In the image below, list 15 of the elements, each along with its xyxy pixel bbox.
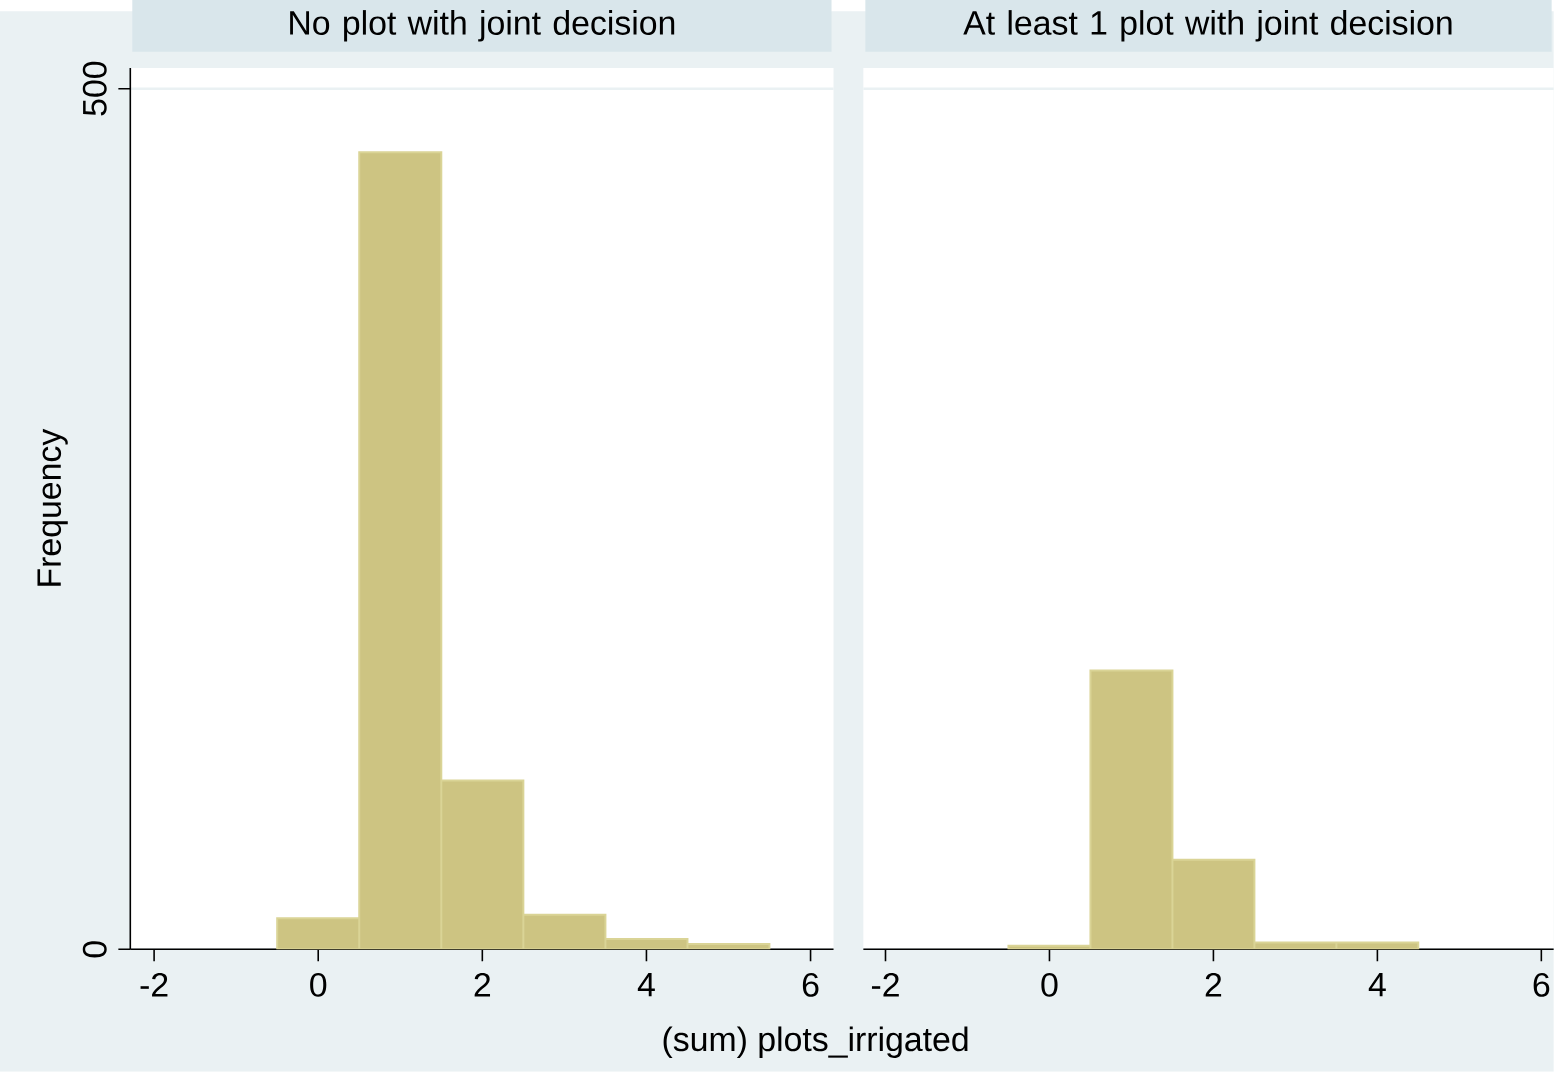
y-tick-label: 500 <box>82 61 107 116</box>
x-tick-label: 4 <box>637 973 655 997</box>
y-axis-title: Frequency <box>37 429 68 586</box>
x-axis-title: (sum) plots_irrigated <box>663 1026 968 1059</box>
chart-title: At least 1 plot with joint decision <box>963 10 1452 42</box>
x-tick-label: 6 <box>802 973 819 998</box>
x-tick-label: 0 <box>1041 973 1058 998</box>
x-tick-label: -2 <box>871 973 899 997</box>
x-tick-label: 4 <box>1368 973 1386 997</box>
x-tick-label: 2 <box>474 973 491 997</box>
x-tick-label: 6 <box>1533 973 1550 998</box>
x-tick-label: 0 <box>310 973 327 998</box>
x-tick-label: 2 <box>1205 973 1222 997</box>
x-tick-label: -2 <box>140 973 168 997</box>
chart-title: No plot with joint decision <box>290 10 675 42</box>
